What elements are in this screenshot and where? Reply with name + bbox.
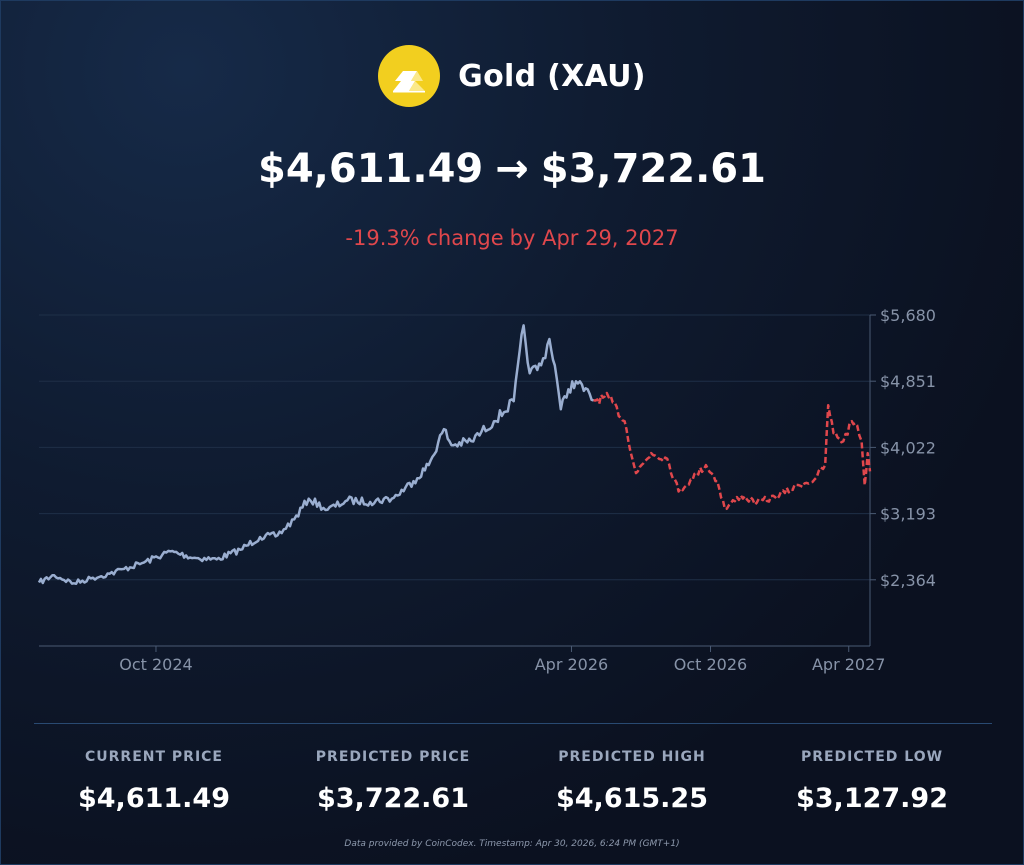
asset-title: Gold (XAU) [458, 58, 646, 94]
divider [34, 723, 992, 724]
change-date: by Apr 29, 2027 [509, 226, 679, 250]
data-source-footer: Data provided by CoinCodex. Timestamp: A… [344, 839, 680, 849]
history-line [37, 324, 594, 586]
stat-value: $4,615.25 [555, 783, 709, 814]
y-tick-label: $4,851 [880, 372, 936, 391]
asset-header: Gold (XAU) [1, 45, 1023, 107]
gold-bars-graphic [393, 71, 426, 93]
gold-bars-icon [378, 45, 441, 107]
forecast-line [593, 391, 872, 511]
stat-value: $3,722.61 [316, 783, 470, 814]
y-tick-label: $4,022 [880, 438, 936, 457]
stat-label: PREDICTED LOW [800, 749, 944, 765]
x-tick-label: Apr 2026 [535, 655, 608, 674]
current-price-headline: $4,611.49 [258, 146, 484, 192]
arrow-icon: → [495, 146, 529, 192]
change-percent: -19.3% change [345, 226, 504, 250]
change-summary: -19.3% change by Apr 29, 2027 [1, 226, 1023, 250]
stat-value: $4,611.49 [77, 783, 231, 814]
price-change-headline: $4,611.49 → $3,722.61 [1, 146, 1023, 192]
x-tick-label: Oct 2026 [674, 655, 747, 674]
x-tick-label: Apr 2027 [812, 655, 885, 674]
y-tick-label: $2,364 [880, 571, 936, 590]
stat-current-price: CURRENT PRICE $4,611.49 [34, 749, 274, 814]
stat-label: PREDICTED PRICE [315, 749, 471, 765]
stat-predicted-low: PREDICTED LOW $3,127.92 [752, 749, 992, 814]
stat-label: PREDICTED HIGH [558, 749, 706, 765]
price-chart: $5,680 $4,851 $4,022 $3,193 $2,364 Oct 2024 Ap… [37, 306, 936, 674]
predicted-price-headline: $3,722.61 [540, 146, 766, 192]
y-tick-label: $5,680 [880, 306, 936, 325]
x-tick-label: Oct 2024 [119, 655, 192, 674]
stat-label: CURRENT PRICE [85, 749, 223, 765]
y-tick-label: $3,193 [880, 505, 936, 524]
stat-value: $3,127.92 [795, 783, 949, 814]
stat-predicted-price: PREDICTED PRICE $3,722.61 [273, 749, 513, 814]
stat-predicted-high: PREDICTED HIGH $4,615.25 [512, 749, 752, 814]
